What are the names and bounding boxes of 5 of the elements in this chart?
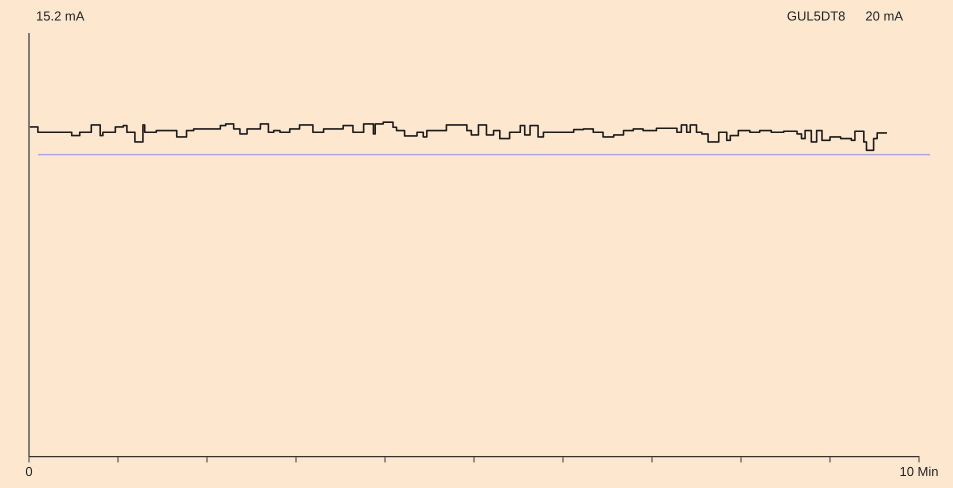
text: 15.2 mA (36, 8, 85, 24)
x-tick-label: 0 (25, 464, 33, 479)
text: 20 mA (865, 8, 904, 24)
text: GUL5DT8 (786, 8, 846, 24)
x-tick-label: 10 Min (899, 464, 939, 479)
